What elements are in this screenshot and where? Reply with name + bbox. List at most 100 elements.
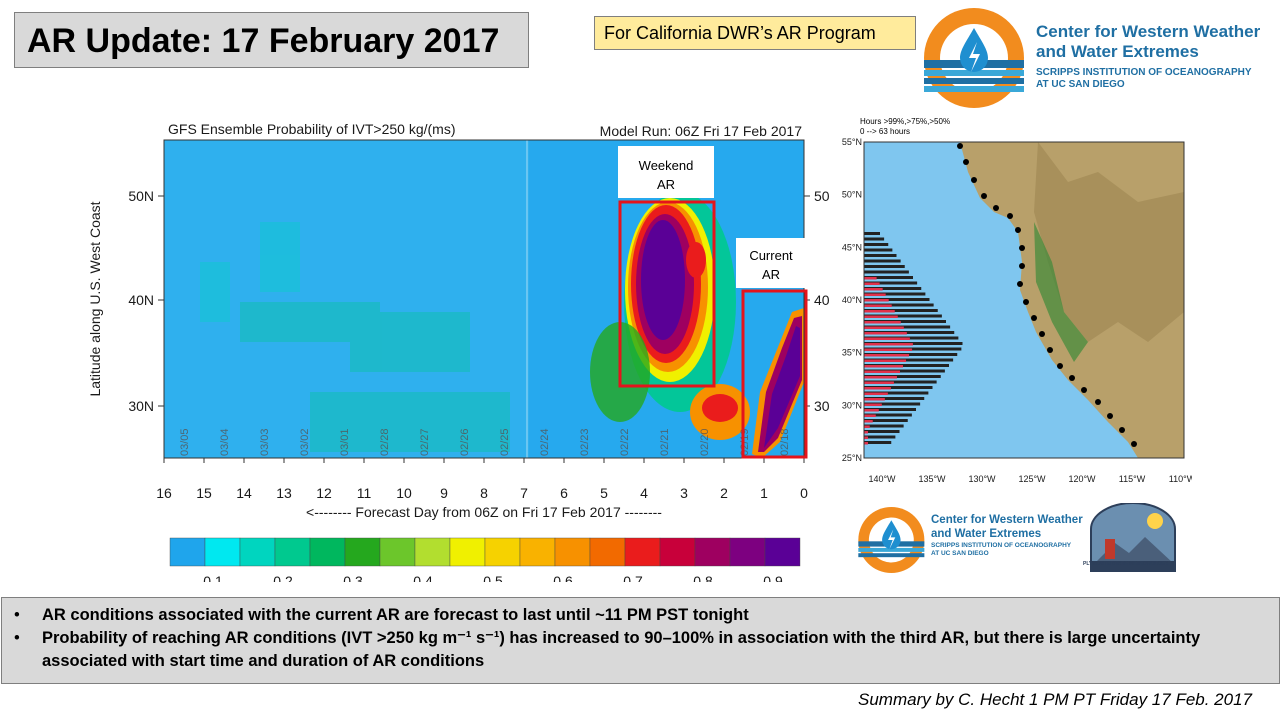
colorbar-swatch bbox=[519, 537, 556, 567]
colorbar-swatch bbox=[554, 537, 591, 567]
colorbar-tick-label: 0.9 bbox=[763, 573, 783, 582]
current-ar-label-line1: Current bbox=[749, 248, 793, 263]
hours-bar bbox=[864, 424, 904, 428]
hours-bar bbox=[864, 403, 882, 406]
colorbar-swatch bbox=[414, 537, 451, 567]
hours-bar bbox=[864, 436, 868, 439]
x-tick-label: 9 bbox=[440, 485, 448, 501]
y-tick-label: 30N bbox=[814, 398, 830, 414]
colorbar-tick-label: 0.3 bbox=[343, 573, 363, 582]
current-ar-label-line2: AR bbox=[762, 267, 780, 282]
coast-dot bbox=[957, 143, 963, 149]
lat-tick-label: 30°N bbox=[842, 400, 862, 410]
cw3e-small-institution: SCRIPPS INSTITUTION OF OCEANOGRAPHY AT U… bbox=[931, 542, 1072, 557]
x-tick-label: 13 bbox=[276, 485, 292, 501]
weekend-ar-label-line2: AR bbox=[657, 177, 675, 192]
x-tick-label: 14 bbox=[236, 485, 252, 501]
date-label: 02/24 bbox=[539, 428, 551, 456]
lat-ticks: 55°N 50°N 45°N 40°N 35°N 30°N 25°N bbox=[842, 137, 862, 463]
coast-dot bbox=[1031, 315, 1037, 321]
x-tick-label: 15 bbox=[196, 485, 212, 501]
page-title: AR Update: 17 February 2017 bbox=[14, 12, 529, 68]
lat-tick-label: 55°N bbox=[842, 137, 862, 147]
hours-bar bbox=[864, 336, 959, 340]
x-axis-label: <-------- Forecast Day from 06Z on Fri 1… bbox=[306, 504, 662, 520]
coast-dot bbox=[1119, 427, 1125, 433]
date-label: 02/27 bbox=[419, 428, 431, 456]
lon-tick-label: 130°W bbox=[968, 474, 996, 484]
hours-bar bbox=[864, 332, 907, 335]
date-label: 02/21 bbox=[659, 428, 671, 456]
hours-bar bbox=[864, 441, 892, 444]
x-tick-label: 3 bbox=[680, 485, 688, 501]
chart-title: GFS Ensemble Probability of IVT>250 kg/(… bbox=[168, 121, 456, 137]
coast-dot bbox=[1047, 347, 1053, 353]
colorbar-swatch bbox=[764, 537, 801, 567]
coast-dot bbox=[993, 205, 999, 211]
hours-bar bbox=[864, 331, 955, 334]
date-label: 02/22 bbox=[619, 428, 631, 456]
lat-tick-label: 45°N bbox=[842, 242, 862, 252]
colorbar bbox=[169, 537, 801, 567]
coast-dot bbox=[1007, 213, 1013, 219]
hours-bar bbox=[864, 276, 913, 279]
map-legend-line1: Hours >99%,>75%,>50% bbox=[860, 117, 950, 126]
hours-bar bbox=[864, 420, 873, 423]
colorbar-swatch bbox=[449, 537, 486, 567]
colorbar-swatch bbox=[169, 537, 206, 567]
hours-bar bbox=[864, 315, 898, 318]
hours-bar bbox=[864, 326, 904, 329]
current-ar-label-box bbox=[736, 238, 806, 288]
coast-dot bbox=[981, 193, 987, 199]
date-label: 03/04 bbox=[219, 428, 231, 456]
coast-dot bbox=[1107, 413, 1113, 419]
weekend-ar-label-box bbox=[618, 146, 714, 198]
weekend-ar-label-line1: Weekend bbox=[639, 158, 694, 173]
hours-bar bbox=[864, 408, 916, 411]
hours-bar bbox=[864, 320, 946, 323]
hours-bar bbox=[864, 337, 910, 340]
y-tick-label: 40N bbox=[128, 292, 154, 308]
coast-map-panel: Hours >99%,>75%,>50% 0 --> 63 hours 55°N… bbox=[842, 117, 1192, 484]
date-label: 02/25 bbox=[499, 428, 511, 456]
hours-bar bbox=[864, 364, 949, 367]
hours-bar bbox=[864, 347, 962, 351]
date-label: 02/28 bbox=[379, 428, 391, 456]
hours-bar bbox=[864, 281, 918, 285]
date-label: 03/05 bbox=[179, 428, 191, 456]
colorbar-tick-label: 0.7 bbox=[623, 573, 643, 582]
hours-bar bbox=[864, 342, 963, 345]
hours-bar bbox=[864, 259, 901, 263]
date-label: 03/03 bbox=[259, 428, 271, 456]
x-tick-label: 1 bbox=[760, 485, 768, 501]
hours-bar bbox=[864, 409, 879, 412]
hours-bar bbox=[864, 392, 888, 395]
bullet-item: AR conditions associated with the curren… bbox=[14, 604, 1259, 627]
x-tick-label: 16 bbox=[156, 485, 172, 501]
colorbar-tick-label: 0.6 bbox=[553, 573, 573, 582]
colorbar-swatch bbox=[729, 537, 766, 567]
hours-histogram bbox=[864, 232, 963, 445]
cw3e-logo-header: Center for Western Weather and Water Ext… bbox=[922, 6, 1280, 110]
x-tick-label: 10 bbox=[396, 485, 412, 501]
hours-bar bbox=[864, 413, 912, 417]
hours-bar bbox=[864, 293, 886, 296]
coast-dot bbox=[1019, 245, 1025, 251]
hours-bar bbox=[864, 321, 901, 324]
colorbar-swatch bbox=[484, 537, 521, 567]
hours-bar bbox=[864, 304, 892, 307]
hours-bar bbox=[864, 292, 926, 296]
coast-dot bbox=[1057, 363, 1063, 369]
current-ar-box bbox=[741, 289, 808, 459]
x-tick-label: 8 bbox=[480, 485, 488, 501]
x-tick-label: 7 bbox=[520, 485, 528, 501]
x-tick-label: 12 bbox=[316, 485, 332, 501]
hours-bar bbox=[864, 358, 954, 362]
date-label: 03/02 bbox=[299, 428, 311, 456]
colorbar-ticks: 0.10.20.30.40.50.60.70.80.91 bbox=[203, 573, 783, 582]
lon-tick-label: 125°W bbox=[1018, 474, 1046, 484]
x-tick-label: 2 bbox=[720, 485, 728, 501]
partner-logos: Center for Western Weather and Water Ext… bbox=[855, 500, 1185, 580]
colorbar-swatch bbox=[274, 537, 311, 567]
cw3e-small-name: Center for Western Weather and Water Ext… bbox=[931, 514, 1083, 540]
